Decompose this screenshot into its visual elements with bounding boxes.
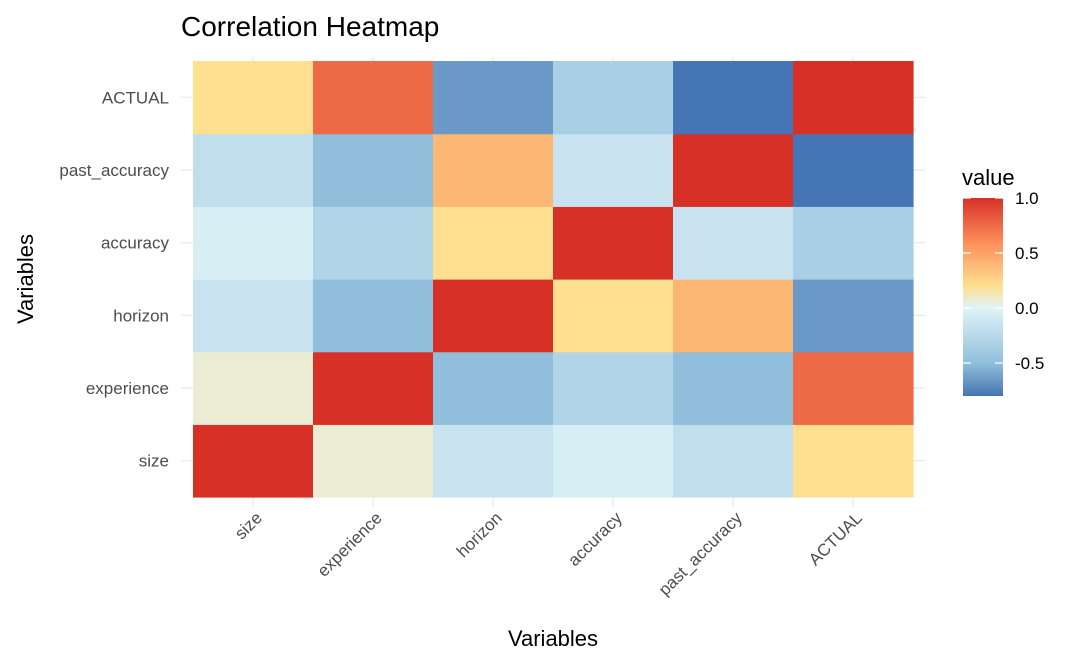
heatmap-cell-size-past_accuracy (673, 424, 794, 498)
heatmap-cell-ACTUAL-past_accuracy (673, 61, 794, 135)
x-tick-label: ACTUAL (805, 508, 866, 569)
heatmap-cell-accuracy-ACTUAL (793, 206, 914, 280)
legend-tick-label: -0.5 (1015, 354, 1044, 373)
y-axis-title: Variables (13, 234, 38, 324)
legend-title: value (962, 165, 1015, 190)
heatmap-cell-experience-horizon (433, 351, 554, 425)
heatmap-cell-past_accuracy-ACTUAL (793, 133, 914, 207)
y-tick-label: experience (86, 379, 169, 398)
y-tick-labels: size experience horizon accuracy past_accura… (59, 88, 169, 470)
heatmap-cell-size-ACTUAL (793, 424, 914, 498)
heatmap-cell-accuracy-size (193, 206, 314, 280)
heatmap-cell-experience-ACTUAL (793, 351, 914, 425)
heatmap-cell-horizon-size (193, 279, 314, 353)
legend-tick-label: 1.0 (1015, 189, 1039, 208)
heatmap-cell-ACTUAL-accuracy (553, 61, 674, 135)
heatmap-cell-past_accuracy-horizon (433, 133, 554, 207)
heatmap-cell-accuracy-experience (313, 206, 434, 280)
heatmap-cell-ACTUAL-horizon (433, 61, 554, 135)
chart-title: Correlation Heatmap (181, 11, 439, 42)
legend-color-bar (963, 198, 1003, 396)
heatmap-cell-horizon-experience (313, 279, 434, 353)
heatmap-cell-size-accuracy (553, 424, 674, 498)
y-tick-label: accuracy (101, 234, 170, 253)
heatmap-cell-accuracy-horizon (433, 206, 554, 280)
x-tick-label: horizon (453, 508, 506, 561)
x-axis-title: Variables (508, 626, 598, 651)
legend-ticks: 1.0 0.5 0.0 -0.5 (963, 189, 1044, 373)
heatmap-cell-horizon-accuracy (553, 279, 674, 353)
heatmap-cell-past_accuracy-accuracy (553, 133, 674, 207)
y-tick-label: horizon (113, 306, 169, 325)
heatmap-cell-experience-accuracy (553, 351, 674, 425)
heatmap-cell-past_accuracy-experience (313, 133, 434, 207)
heatmap-cell-horizon-past_accuracy (673, 279, 794, 353)
legend-tick-label: 0.5 (1015, 244, 1039, 263)
legend-tick-label: 0.0 (1015, 299, 1039, 318)
heatmap-cell-experience-size (193, 351, 314, 425)
heatmap-cells (193, 61, 914, 498)
heatmap-cell-experience-past_accuracy (673, 351, 794, 425)
color-legend: value 1.0 0.5 0.0 -0.5 (962, 165, 1044, 396)
y-tick-label: ACTUAL (102, 88, 169, 107)
x-tick-label: accuracy (564, 508, 626, 570)
heatmap-cell-size-experience (313, 424, 434, 498)
heatmap-cell-horizon-ACTUAL (793, 279, 914, 353)
heatmap-cell-past_accuracy-size (193, 133, 314, 207)
heatmap-cell-past_accuracy-past_accuracy (673, 133, 794, 207)
x-tick-label: past_accuracy (655, 508, 746, 599)
y-tick-label: size (139, 452, 169, 471)
heatmap-cell-experience-experience (313, 351, 434, 425)
heatmap-cell-size-size (193, 424, 314, 498)
x-tick-label: size (231, 508, 266, 543)
y-tick-label: past_accuracy (59, 161, 169, 180)
heatmap-cell-accuracy-past_accuracy (673, 206, 794, 280)
heatmap-cell-ACTUAL-size (193, 61, 314, 135)
heatmap-cell-accuracy-accuracy (553, 206, 674, 280)
x-tick-labels: size experience horizon accuracy past_accura… (231, 508, 866, 599)
x-tick-label: experience (314, 508, 386, 580)
heatmap-cell-ACTUAL-ACTUAL (793, 61, 914, 135)
heatmap-cell-size-horizon (433, 424, 554, 498)
heatmap-cell-ACTUAL-experience (313, 61, 434, 135)
heatmap-cell-horizon-horizon (433, 279, 554, 353)
